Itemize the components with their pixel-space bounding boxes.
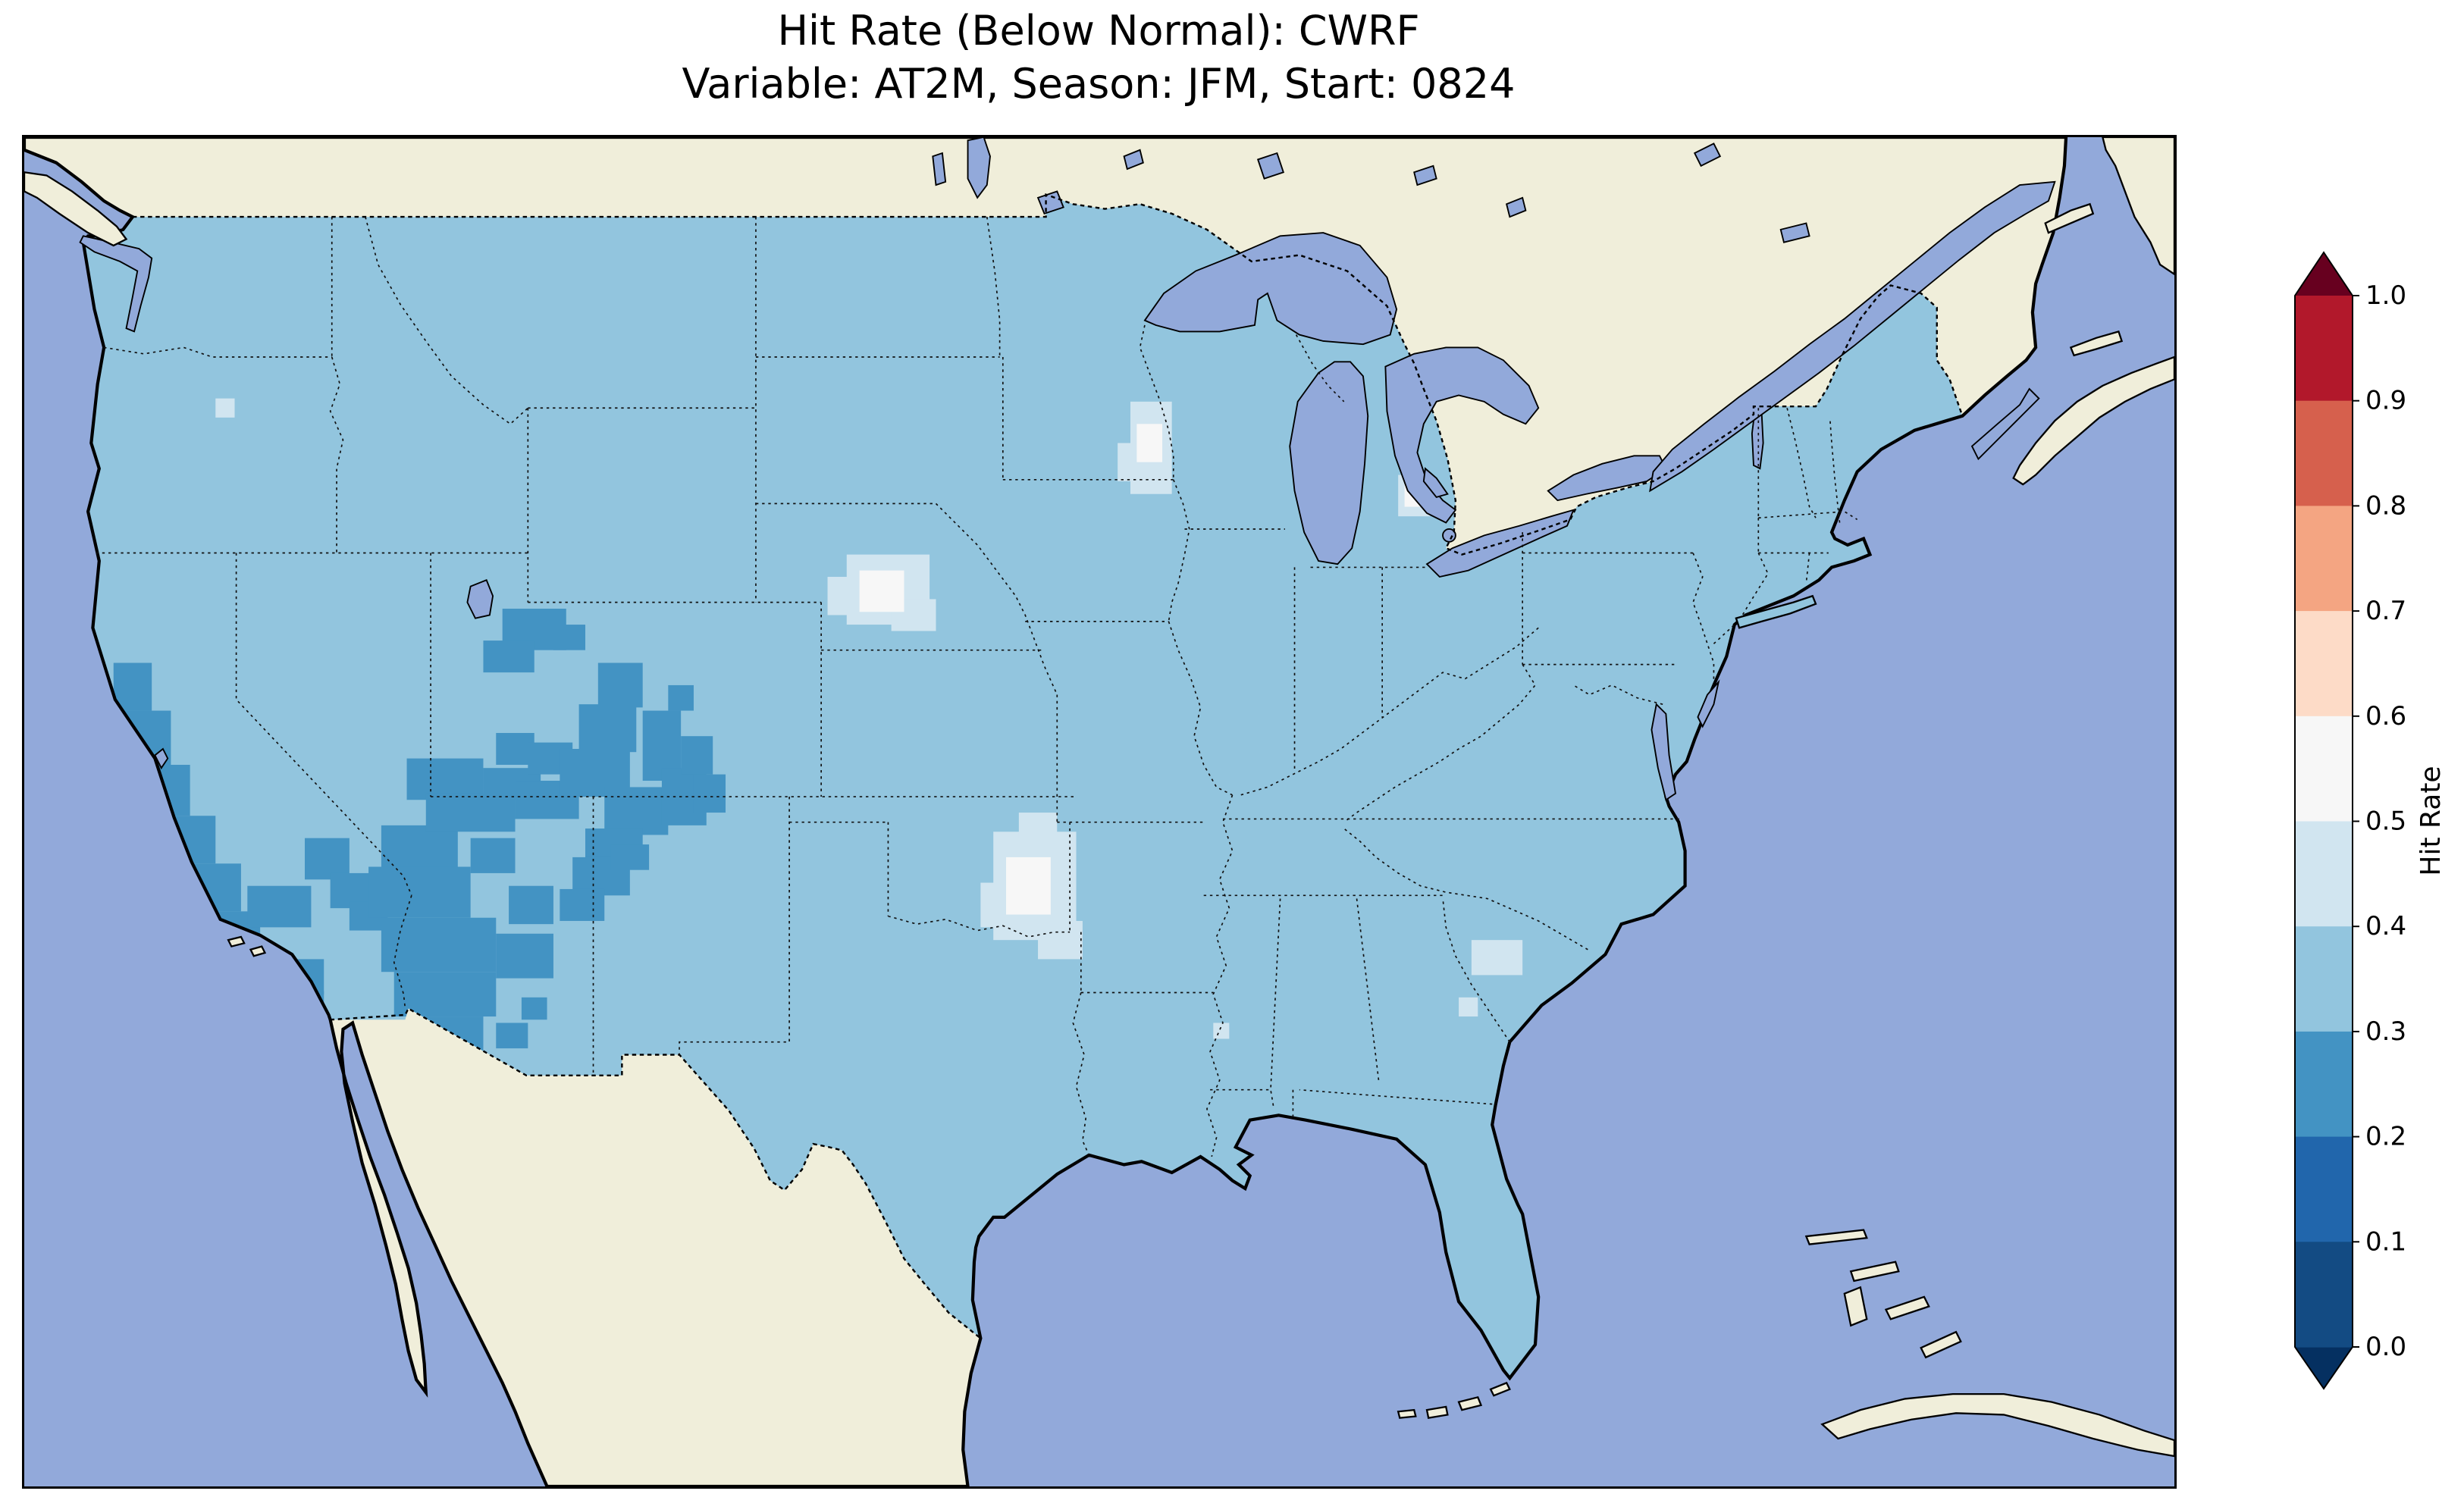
- colorbar-segment: [2295, 821, 2353, 927]
- florida-keys-4: [1397, 1408, 1417, 1419]
- nova-scotia: [2012, 355, 2174, 486]
- colorbar-segment: [2295, 716, 2353, 822]
- title-line-1: Hit Rate (Below Normal): CWRF: [777, 7, 1420, 55]
- grand-bahama: [1804, 1229, 1868, 1245]
- lake-superior: [1143, 232, 1398, 346]
- islands: [24, 137, 2174, 1458]
- colorbar-under-arrow: [2295, 1347, 2353, 1389]
- colorbar-segment: [2295, 506, 2353, 612]
- puget-sound: [79, 235, 153, 333]
- lac-st-jean: [1779, 222, 1810, 243]
- lake-michigan: [1289, 361, 1369, 565]
- patch-group-light: [215, 398, 1663, 1359]
- colorbar-tick-label: 0.7: [2365, 596, 2406, 626]
- map-canvas: [24, 137, 2174, 1486]
- colorbar-segment: [2295, 296, 2353, 402]
- andros-island: [1843, 1286, 1868, 1327]
- saginaw-bay: [1422, 467, 1449, 499]
- map-frame: [22, 135, 2177, 1489]
- colorbar-tick-label: 0.4: [2365, 911, 2406, 941]
- colorbar-tick-label: 0.8: [2365, 490, 2406, 521]
- state-borders: [96, 216, 1858, 1157]
- lake-nipigon: [1256, 152, 1285, 180]
- colorbar-segment: [2295, 611, 2353, 717]
- san-francisco-bay: [154, 747, 169, 770]
- bahama-island-4: [1920, 1330, 1962, 1359]
- colorbar-segment: [2295, 1136, 2353, 1242]
- cuba: [1820, 1392, 2174, 1458]
- chesapeake-bay: [1651, 703, 1677, 801]
- colorbar-tick-label: 1.0: [2365, 280, 2406, 311]
- florida-keys-3: [1425, 1405, 1449, 1419]
- colorbar-tick-label: 0.5: [2365, 807, 2406, 837]
- channel-island-2: [249, 945, 267, 957]
- long-island: [1735, 594, 1817, 629]
- colorbar-tick-label: 0.1: [2365, 1226, 2406, 1257]
- prince-edward-island: [2069, 330, 2124, 357]
- lake-manitoba: [932, 152, 947, 186]
- lake-st-clair: [1442, 528, 1456, 543]
- colorbar-tick-label: 0.3: [2365, 1016, 2406, 1047]
- colorbar-segment: [2295, 926, 2353, 1032]
- colorbar-segments: [2295, 296, 2353, 1348]
- canada-lake-1: [1413, 164, 1437, 186]
- us-mexico-border: [330, 1007, 982, 1339]
- bahama-island-2: [1849, 1261, 1900, 1283]
- anticosti-island: [2044, 202, 2095, 234]
- lake-winnipeg: [967, 137, 991, 199]
- channel-island-1: [227, 935, 246, 947]
- title-line-2: Variable: AT2M, Season: JFM, Start: 0824: [682, 60, 1516, 108]
- colorbar: 1.0 0.9 0.8 0.7 0.6 0.5 0.4 0.3 0.2 0.1 0.0 Hit Ra…: [2284, 250, 2464, 1395]
- lakes-and-bays: [79, 137, 2056, 801]
- great-salt-lake: [466, 578, 494, 619]
- colorbar-segment: [2295, 400, 2353, 506]
- st-lawrence-river: [1649, 180, 2056, 493]
- chart-title: Hit Rate (Below Normal): CWRF Variable: …: [22, 5, 2175, 111]
- colorbar-canvas: 1.0 0.9 0.8 0.7 0.6 0.5 0.4 0.3 0.2 0.1 0.0 Hit Ra…: [2294, 251, 2447, 1390]
- colorbar-over-arrow: [2295, 252, 2353, 296]
- us-canada-border: [132, 193, 1964, 556]
- bahama-island-3: [1884, 1295, 1930, 1320]
- colorbar-label: Hit Rate: [2415, 766, 2447, 875]
- colorbar-segment: [2295, 1242, 2353, 1348]
- colorbar-tick-label: 0.6: [2365, 701, 2406, 731]
- colorbar-ticks: 1.0 0.9 0.8 0.7 0.6 0.5 0.4 0.3 0.2 0.1 0.0: [2353, 280, 2406, 1362]
- florida-keys-2: [1457, 1395, 1483, 1411]
- bay-of-fundy: [1970, 387, 2040, 461]
- delaware-bay: [1697, 679, 1720, 728]
- national-borders: [132, 193, 1964, 1339]
- colorbar-tick-label: 0.0: [2365, 1332, 2406, 1362]
- lake-mistassini: [1693, 143, 1722, 168]
- colorbar-tick-label: 0.2: [2365, 1122, 2406, 1152]
- colorbar-tick-label: 0.9: [2365, 386, 2406, 416]
- vancouver-island: [24, 171, 128, 247]
- canada-lake-2: [1506, 196, 1527, 218]
- newfoundland: [2102, 137, 2174, 276]
- lake-of-the-woods: [1036, 190, 1064, 215]
- florida-keys-1: [1489, 1381, 1511, 1397]
- colorbar-segment: [2295, 1031, 2353, 1138]
- canada-lake-3: [1123, 149, 1144, 171]
